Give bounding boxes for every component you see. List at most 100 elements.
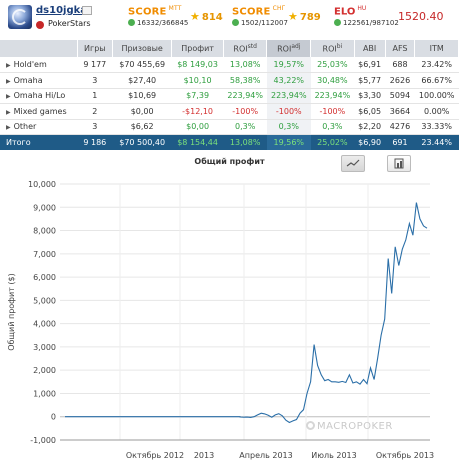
score-elo-value: 1520.40 bbox=[398, 10, 444, 23]
col-header-roi-std[interactable]: ROIstd bbox=[223, 40, 268, 57]
total-cell-abi: $6,90 bbox=[354, 134, 386, 150]
y-axis-label: Общий профит ($) bbox=[7, 273, 16, 350]
rank-icon bbox=[128, 19, 135, 27]
cell-afs: 3664 bbox=[385, 103, 415, 120]
cell-profit: $8 149,03 bbox=[171, 57, 224, 73]
cell-roi-adj: 223,94% bbox=[266, 88, 311, 104]
col-header-games[interactable]: Игры bbox=[77, 40, 114, 57]
table-row[interactable]: ▶ Hold'em 9 177 $70 455,69 $8 149,03 13,08% 19… bbox=[0, 57, 459, 73]
cell-afs: 2626 bbox=[385, 72, 415, 89]
score-sng-rank: 1502/112007 bbox=[241, 19, 288, 28]
col-header-afs[interactable]: AFS bbox=[385, 40, 416, 57]
expand-icon[interactable]: ▶ bbox=[6, 108, 11, 116]
cell-itm: 23.42% bbox=[414, 57, 459, 73]
col-header-roi-bi[interactable]: ROIbi bbox=[310, 40, 355, 57]
cell-name[interactable]: ▶ Hold'em bbox=[0, 57, 78, 73]
cell-profit: $7,39 bbox=[171, 88, 224, 104]
total-cell-roi-bi: 25,02% bbox=[310, 134, 355, 150]
row-label: Mixed games bbox=[13, 106, 67, 116]
col-header-roi-adj[interactable]: ROIadj bbox=[266, 40, 312, 57]
total-cell-name: Итого bbox=[0, 134, 78, 150]
y-tick-label: -1,000 bbox=[30, 436, 56, 445]
expand-icon[interactable]: ▶ bbox=[6, 77, 11, 85]
col-header-roi-bi-label: ROI bbox=[322, 44, 337, 54]
col-header-prize[interactable]: Призовые bbox=[112, 40, 173, 57]
watermark-text: MACROPOKER bbox=[317, 421, 393, 432]
player-header: ds10jgka PokerStars SCORE MTT 16332/36684… bbox=[0, 0, 459, 38]
cell-roi-adj: 19,57% bbox=[266, 57, 311, 73]
total-cell-roi-adj: 19,56% bbox=[266, 134, 311, 150]
cell-prize: $0,00 bbox=[112, 103, 172, 120]
table-row[interactable]: ▶ Mixed games 2 $0,00 -$12,10 -100% -100% -100%… bbox=[0, 103, 459, 120]
score-elo[interactable]: ELO HU 122561/987102 bbox=[334, 5, 399, 27]
table-row[interactable]: ▶ Omaha 3 $27,40 $10,10 58,38% 43,22% 30,48% $5,… bbox=[0, 72, 459, 89]
cell-roi-adj: -100% bbox=[266, 103, 311, 120]
stats-table: Игры Призовые Профит ROIstd ROIadj ROIbi… bbox=[0, 40, 459, 150]
score-sng-value-text: 789 bbox=[299, 12, 321, 23]
row-label: Other bbox=[13, 122, 37, 132]
col-header-roi-std-sup: std bbox=[247, 43, 257, 51]
profit-series-line bbox=[65, 202, 428, 424]
cell-itm: 33.33% bbox=[414, 119, 459, 135]
table-row[interactable]: ▶ Other 3 $6,62 $0,00 0,3% 0,3% 0,3% $2,20 4276 33… bbox=[0, 119, 459, 135]
expand-icon[interactable]: ▶ bbox=[6, 124, 11, 132]
total-cell-games: 9 186 bbox=[77, 134, 113, 150]
y-tick-label: 8,000 bbox=[33, 227, 56, 236]
col-header-roi-std-label: ROI bbox=[233, 44, 248, 54]
cell-prize: $10,69 bbox=[112, 88, 172, 104]
col-header-abi[interactable]: ABI bbox=[354, 40, 386, 57]
cell-games: 3 bbox=[77, 119, 113, 135]
star-icon: ★ bbox=[190, 10, 200, 23]
table-row[interactable]: ▶ Omaha Hi/Lo 1 $10,69 $7,39 223,94% 223,94% 22… bbox=[0, 88, 459, 104]
cell-name[interactable]: ▶ Omaha bbox=[0, 72, 78, 89]
row-label: Hold'em bbox=[13, 60, 47, 69]
cell-name[interactable]: ▶ Mixed games bbox=[0, 103, 78, 120]
table-header-row: Игры Призовые Профит ROIstd ROIadj ROIbi… bbox=[0, 40, 459, 57]
cell-roi-std: 13,08% bbox=[223, 57, 267, 73]
cell-roi-std: 223,94% bbox=[223, 88, 267, 104]
cell-prize: $27,40 bbox=[112, 72, 172, 89]
total-cell-afs: 691 bbox=[385, 134, 415, 150]
x-tick-label: 2013 bbox=[194, 451, 214, 460]
cell-roi-std: 0,3% bbox=[223, 119, 267, 135]
player-username[interactable]: ds10jgka bbox=[36, 5, 88, 16]
cell-itm: 66.67% bbox=[414, 72, 459, 89]
score-mtt[interactable]: SCORE MTT 16332/366845 bbox=[128, 5, 188, 27]
expand-icon[interactable]: ▶ bbox=[6, 93, 11, 101]
cell-games: 9 177 bbox=[77, 57, 113, 73]
cell-roi-std: 58,38% bbox=[223, 72, 267, 89]
watermark: MACROPOKER bbox=[306, 421, 393, 432]
score-sng-tag: СНГ bbox=[272, 5, 286, 12]
col-header-roi-bi-sup: bi bbox=[336, 43, 343, 51]
cell-name[interactable]: ▶ Omaha Hi/Lo bbox=[0, 88, 78, 104]
y-tick-label: 3,000 bbox=[33, 343, 56, 352]
line-chart-icon bbox=[346, 159, 360, 167]
y-tick-label: 2,000 bbox=[33, 366, 56, 375]
bar-chart-button[interactable] bbox=[387, 155, 411, 172]
x-tick-label: Октябрь 2012 bbox=[126, 451, 184, 460]
col-header-itm[interactable]: ITM bbox=[414, 40, 459, 57]
cell-roi-bi: 25,03% bbox=[310, 57, 355, 73]
cell-itm: 100.00% bbox=[414, 88, 459, 104]
cell-roi-std: -100% bbox=[223, 103, 267, 120]
cell-afs: 688 bbox=[385, 57, 415, 73]
cell-abi: $2,20 bbox=[354, 119, 386, 135]
col-header-profit[interactable]: Профит bbox=[171, 40, 224, 57]
row-label: Omaha bbox=[13, 75, 43, 85]
cell-abi: $5,77 bbox=[354, 72, 386, 89]
pokerstars-icon bbox=[36, 21, 44, 29]
score-elo-rank: 122561/987102 bbox=[343, 19, 399, 28]
cell-name[interactable]: ▶ Other bbox=[0, 119, 78, 135]
line-chart-button[interactable] bbox=[341, 155, 365, 172]
bar-chart-icon bbox=[394, 158, 404, 169]
score-elo-tag: HU bbox=[357, 5, 367, 12]
score-mtt-value: ★ 814 bbox=[190, 10, 223, 23]
score-sng[interactable]: SCORE СНГ 1502/112007 bbox=[232, 5, 288, 27]
cell-roi-adj: 0,3% bbox=[266, 119, 311, 135]
cell-roi-bi: 223,94% bbox=[310, 88, 355, 104]
avatar[interactable] bbox=[8, 5, 32, 29]
cell-abi: $3,30 bbox=[354, 88, 386, 104]
cell-roi-bi: -100% bbox=[310, 103, 355, 120]
col-header-roi-adj-label: ROI bbox=[277, 44, 292, 54]
expand-icon[interactable]: ▶ bbox=[6, 62, 11, 69]
